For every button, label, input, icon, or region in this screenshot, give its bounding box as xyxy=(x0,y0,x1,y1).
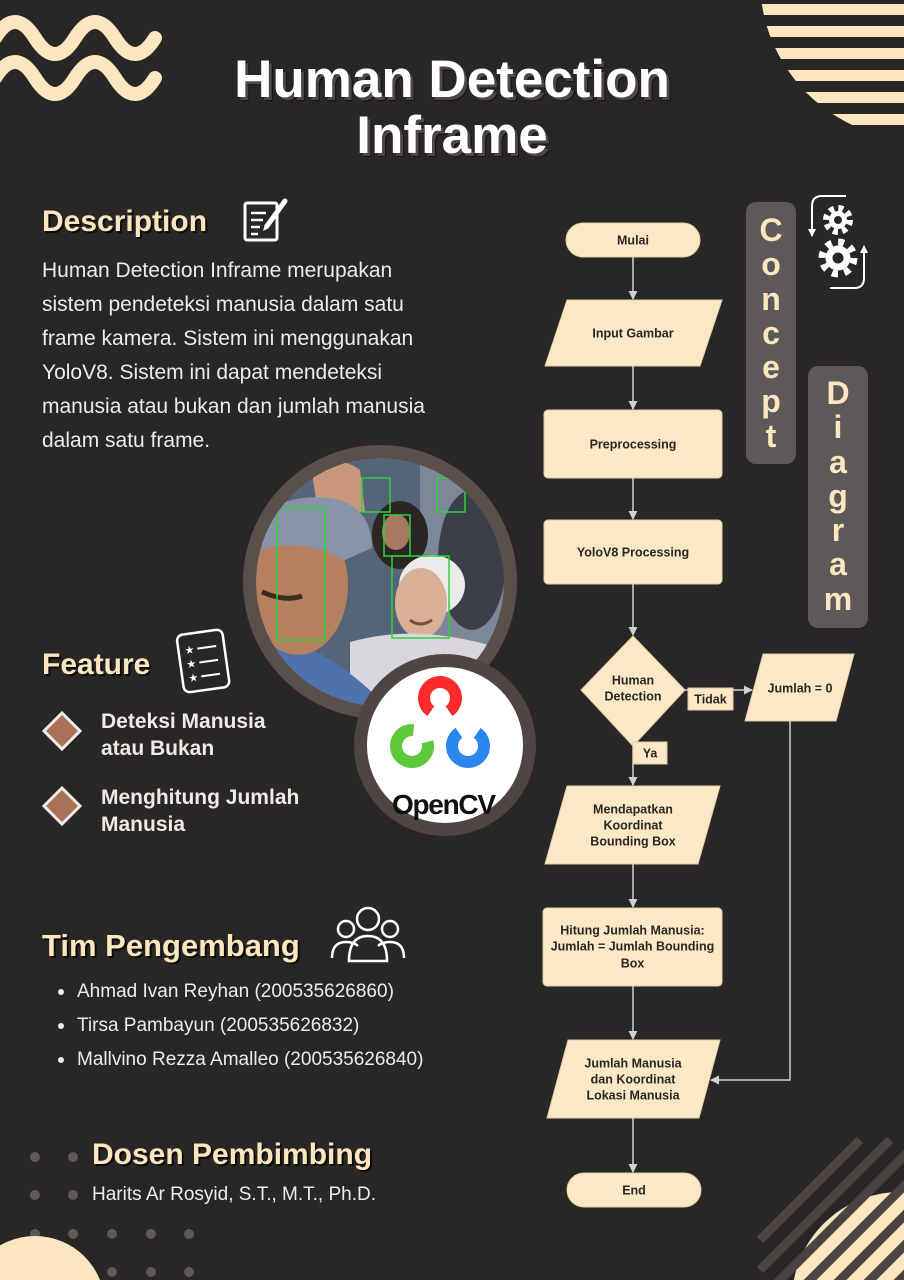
feature-line: Deteksi Manusia xyxy=(101,710,266,733)
page-title: Human Detection Inframe xyxy=(0,52,904,164)
title-line: Inframe xyxy=(356,106,548,165)
feature-item: Menghitung Jumlah Manusia xyxy=(101,784,299,838)
description-line: frame kamera. Sistem ini menggunakan xyxy=(42,327,414,350)
svg-text:Koordinat: Koordinat xyxy=(603,819,663,833)
supervisor-name: Harits Ar Rosyid, S.T., M.T., Ph.D. xyxy=(92,1184,377,1205)
feature-line: atau Bukan xyxy=(101,737,215,760)
flow-label-yes: Ya xyxy=(632,741,668,765)
team-list: Ahmad Ivan Reyhan (200535626860) Tirsa P… xyxy=(55,975,423,1077)
svg-text:★: ★ xyxy=(184,643,196,657)
team-member: Tirsa Pambayun (200535626832) xyxy=(55,1009,423,1043)
edit-document-icon xyxy=(243,198,288,242)
flow-decision: Human Detection xyxy=(580,635,686,747)
feature-heading: Feature xyxy=(42,648,151,681)
diagram-letter: i xyxy=(833,409,843,446)
feature-line: Manusia xyxy=(101,813,186,836)
feature-item: Deteksi Manusia atau Bukan xyxy=(101,708,266,762)
flow-zero: Jumlah = 0 xyxy=(744,653,855,722)
svg-text:YoloV8 Processing: YoloV8 Processing xyxy=(577,546,689,560)
svg-text:Hitung Jumlah Manusia:: Hitung Jumlah Manusia: xyxy=(560,924,704,938)
concept-letter: c xyxy=(762,314,780,351)
flow-count: Hitung Jumlah Manusia: Jumlah = Jumlah B… xyxy=(542,907,723,987)
diagram-letter: a xyxy=(829,546,847,583)
flow-coordinates: Mendapatkan Koordinat Bounding Box xyxy=(544,785,721,865)
concept-letter: t xyxy=(765,417,777,454)
team-heading: Tim Pengembang xyxy=(42,928,300,963)
flow-start: Mulai xyxy=(565,222,701,258)
corner-stripes-decoration xyxy=(756,1136,904,1280)
gears-cycle-icon xyxy=(808,195,868,289)
feature-line: Menghitung Jumlah xyxy=(101,786,300,809)
svg-text:Lokasi Manusia: Lokasi Manusia xyxy=(586,1089,680,1103)
diamond-icon xyxy=(41,785,83,827)
concept-letter: C xyxy=(759,212,783,248)
description-text: Human Detection Inframe merupakan sistem… xyxy=(42,254,425,458)
svg-text:dan Koordinat: dan Koordinat xyxy=(591,1073,677,1087)
description-line: YoloV8. Sistem ini dapat mendeteksi xyxy=(42,361,383,384)
svg-text:Ya: Ya xyxy=(643,747,659,761)
svg-text:Input Gambar: Input Gambar xyxy=(592,327,673,341)
wave-decoration xyxy=(0,15,162,101)
svg-text:★: ★ xyxy=(186,657,198,671)
diagram-letter: m xyxy=(823,580,853,617)
description-line: sistem pendeteksi manusia dalam satu xyxy=(42,293,404,316)
svg-text:Detection: Detection xyxy=(605,690,662,704)
svg-text:Mulai: Mulai xyxy=(617,234,649,248)
title-line: Human Detection xyxy=(234,50,670,109)
svg-text:Jumlah Manusia: Jumlah Manusia xyxy=(584,1057,682,1071)
checklist-icon: ★ ★ ★ xyxy=(175,628,231,694)
logo-text: OpenCV xyxy=(392,789,496,820)
diagram-letter: D xyxy=(826,375,850,411)
team-member: Mallvino Rezza Amalleo (200535626840) xyxy=(55,1043,423,1077)
svg-text:Preprocessing: Preprocessing xyxy=(590,438,677,452)
team-icon xyxy=(330,906,406,963)
svg-text:Jumlah = 0: Jumlah = 0 xyxy=(768,682,833,696)
flow-label-no: Tidak xyxy=(687,687,734,711)
concept-letter: o xyxy=(761,246,781,283)
supervisor-heading: Dosen Pembimbing xyxy=(92,1138,373,1171)
svg-text:Bounding Box: Bounding Box xyxy=(590,835,675,849)
flow-preprocessing: Preprocessing xyxy=(543,409,723,479)
opencv-logo: OpenCV xyxy=(354,654,536,836)
svg-text:Human: Human xyxy=(612,674,654,688)
flow-end: End xyxy=(566,1172,702,1208)
concept-letter: e xyxy=(762,349,780,385)
team-member: Ahmad Ivan Reyhan (200535626860) xyxy=(55,975,423,1009)
diamond-icon xyxy=(41,710,83,752)
svg-text:★: ★ xyxy=(188,671,200,685)
description-line: Human Detection Inframe merupakan xyxy=(42,259,393,282)
description-line: dalam satu frame. xyxy=(42,429,211,452)
flow-output: Jumlah Manusia dan Koordinat Lokasi Manu… xyxy=(546,1039,721,1119)
svg-text:End: End xyxy=(622,1184,646,1198)
description-line: manusia atau bukan dan jumlah manusia xyxy=(42,395,425,418)
svg-text:Tidak: Tidak xyxy=(694,693,726,707)
description-heading: Description xyxy=(42,205,208,238)
svg-text:Jumlah = Jumlah Bounding: Jumlah = Jumlah Bounding xyxy=(551,940,715,954)
flow-arrow-merge xyxy=(710,721,791,1085)
corner-circle-decoration xyxy=(0,1236,100,1280)
concept-letter: n xyxy=(761,280,781,317)
svg-text:Mendapatkan: Mendapatkan xyxy=(593,803,673,817)
diagram-letter: a xyxy=(829,443,847,480)
flow-yolo: YoloV8 Processing xyxy=(543,519,723,585)
flow-input: Input Gambar xyxy=(544,299,723,367)
concept-letter: p xyxy=(761,383,781,420)
svg-text:Box: Box xyxy=(621,957,645,971)
diagram-letter: r xyxy=(831,512,845,548)
diagram-letter: g xyxy=(828,477,848,514)
flowchart: Mulai Input Gambar Preprocessing YoloV8 … xyxy=(542,222,855,1208)
